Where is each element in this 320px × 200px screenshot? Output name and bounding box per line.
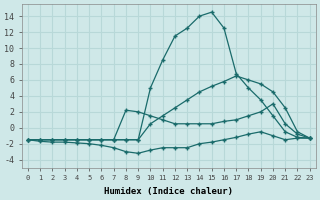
X-axis label: Humidex (Indice chaleur): Humidex (Indice chaleur) xyxy=(104,187,233,196)
